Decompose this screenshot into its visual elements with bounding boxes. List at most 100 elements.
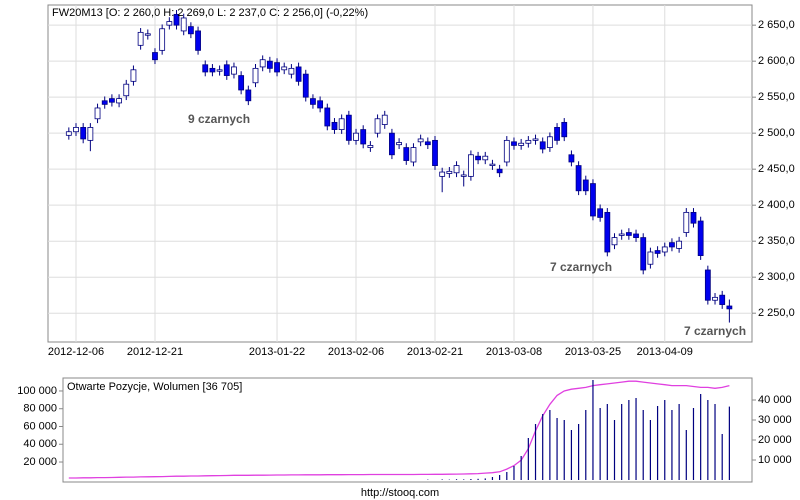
volume-bar: [585, 410, 587, 480]
candle-body: [130, 69, 137, 82]
x-tick-label: 2013-03-08: [486, 346, 542, 358]
candle-body: [669, 242, 675, 248]
candle-body: [288, 67, 295, 75]
candle-body: [195, 30, 201, 51]
footer: http://stooq.com: [361, 487, 439, 499]
candle-body: [410, 147, 417, 163]
y-tick-label: 2 600,0: [758, 55, 795, 67]
x-tick-label: 2012-12-06: [48, 346, 104, 358]
candle-body: [281, 66, 288, 71]
volume-bar: [527, 438, 529, 480]
volume-bar: [628, 400, 630, 480]
volume-bar: [563, 420, 565, 480]
candle-body: [223, 64, 230, 76]
y-tick-label: 2 500,0: [758, 127, 795, 139]
volume-bar: [635, 398, 637, 480]
candle-body: [424, 141, 431, 146]
volume-bar: [477, 478, 479, 480]
annotation: 9 czarnych: [188, 112, 250, 126]
x-tick-label: 2013-04-09: [637, 346, 693, 358]
candle-body: [166, 21, 173, 26]
y-tick-label: 2 350,0: [758, 235, 795, 247]
candle-body: [432, 139, 438, 166]
candle-body: [518, 142, 525, 146]
volume-bar: [542, 414, 544, 480]
volume-bar: [621, 404, 623, 480]
candle-body: [180, 17, 187, 32]
y-tick-label: 40 000: [23, 438, 57, 450]
candle-body: [310, 98, 316, 105]
candle-body: [173, 13, 180, 26]
volume-bar: [656, 406, 659, 480]
candle-body: [597, 208, 604, 218]
candle-body: [460, 174, 467, 177]
y-tick-label: 2 300,0: [758, 271, 795, 283]
candle-body: [625, 232, 632, 236]
volume-bar: [642, 410, 644, 480]
candle-body: [87, 127, 94, 141]
candle-body: [238, 75, 245, 91]
candle-body: [274, 62, 280, 73]
candle-body: [489, 163, 496, 166]
candle-body: [618, 233, 625, 236]
y-tick-label: 20 000: [23, 456, 57, 468]
candle-body: [302, 73, 309, 98]
candle-body: [345, 114, 352, 141]
volume-bar: [671, 410, 673, 480]
y2-tick-label: 10 000: [758, 454, 792, 466]
candle-body: [101, 100, 108, 105]
chart-title: FW20M13 [O: 2 260,0 H: 2 269,0 L: 2 237,…: [52, 7, 368, 19]
candle-body: [683, 211, 690, 233]
candle-body: [467, 154, 474, 177]
candle-body: [590, 183, 596, 217]
volume-bar: [606, 404, 608, 480]
y-tick-label: 2 650,0: [758, 19, 795, 31]
candle-body: [633, 233, 639, 238]
candle-body: [403, 147, 410, 161]
y-tick-label: 2 250,0: [758, 307, 795, 319]
x-tick-label: 2012-12-21: [127, 346, 183, 358]
y-tick-label: 2 400,0: [758, 199, 795, 211]
candle-body: [80, 127, 87, 140]
candle-body: [73, 127, 79, 133]
candle-body: [152, 52, 158, 61]
volume-bar: [470, 479, 472, 480]
volume-bar: [613, 420, 616, 480]
volume-bar: [707, 400, 709, 480]
candle-body: [446, 170, 453, 174]
volume-bar: [513, 466, 515, 480]
candle-body: [367, 145, 374, 148]
volume-bar: [556, 418, 558, 480]
open-interest-line: [68, 380, 730, 479]
sub-title: Otwarte Pozycje, Wolumen [36 705]: [67, 381, 242, 393]
volume-bar: [534, 424, 537, 480]
candle-body: [661, 246, 668, 253]
volume-bar: [506, 472, 508, 480]
x-tick-label: 2013-02-06: [328, 346, 384, 358]
candle-body: [331, 121, 338, 130]
candle-body: [259, 59, 266, 68]
volume-bar: [678, 404, 680, 480]
candle-body: [532, 138, 539, 141]
candle-body: [582, 179, 589, 192]
candle-body: [712, 296, 718, 301]
candle-body: [231, 66, 237, 75]
volume-bar: [570, 430, 573, 480]
volume-bar: [463, 479, 465, 480]
candle-body: [719, 294, 726, 305]
candle-body: [604, 211, 611, 253]
candle-body: [65, 131, 72, 136]
candle-body: [475, 155, 481, 161]
candle-body: [554, 127, 560, 141]
candle-body: [187, 26, 194, 35]
y-tick-label: 2 450,0: [758, 163, 795, 175]
candle-body: [216, 69, 223, 72]
y2-tick-label: 40 000: [758, 394, 792, 406]
annotation: 7 czarnych: [550, 260, 612, 274]
volume-bar: [455, 479, 458, 480]
candle-body: [511, 141, 517, 146]
candle-body: [202, 64, 209, 73]
candle-body: [654, 250, 661, 254]
x-tick-label: 2013-03-25: [565, 346, 621, 358]
candle-body: [439, 171, 446, 177]
